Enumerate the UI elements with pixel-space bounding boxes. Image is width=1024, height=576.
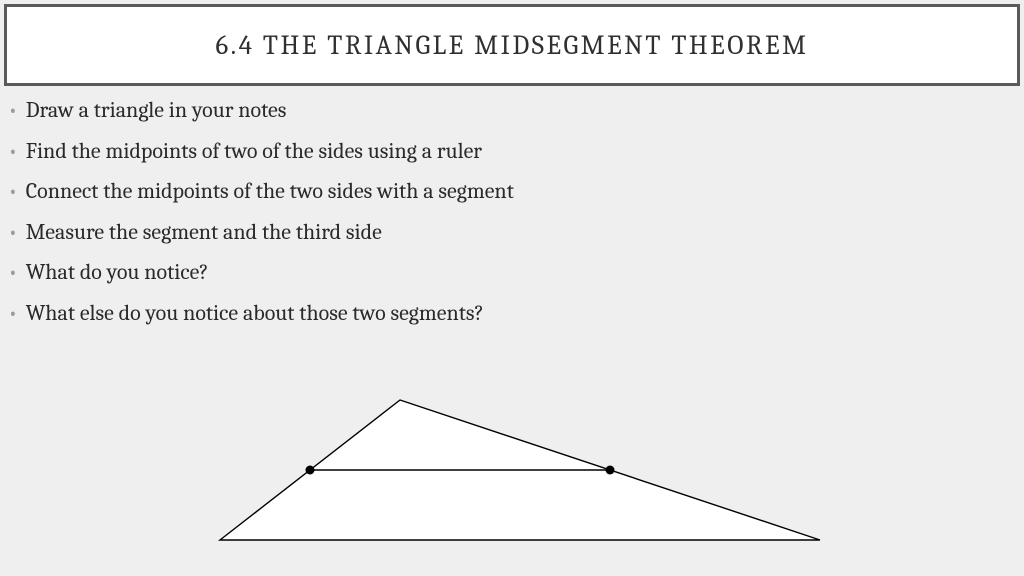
midpoint-dot [606,466,615,475]
bullet-item: • Measure the segment and the third side [8,218,1016,247]
bullet-marker: • [8,299,18,328]
title-box: 6.4 THE TRIANGLE MIDSEGMENT THEOREM [4,4,1020,86]
triangle-diagram [200,390,840,560]
bullet-marker: • [8,137,18,166]
bullet-marker: • [8,218,18,247]
bullet-list: • Draw a triangle in your notes • Find the … [8,96,1016,340]
slide-title: 6.4 THE TRIANGLE MIDSEGMENT THEOREM [215,30,808,61]
bullet-item: • What do you notice? [8,258,1016,287]
bullet-item: • Draw a triangle in your notes [8,96,1016,125]
bullet-text: Measure the segment and the third side [26,218,382,247]
bullet-text: Connect the midpoints of the two sides w… [26,177,514,206]
bullet-text: What else do you notice about those two … [26,299,484,328]
bullet-item: • What else do you notice about those two… [8,299,1016,328]
bullet-item: • Connect the midpoints of the two sides … [8,177,1016,206]
bullet-item: • Find the midpoints of two of the sides … [8,137,1016,166]
midpoint-dot [306,466,315,475]
bullet-text: What do you notice? [26,258,209,287]
bullet-text: Find the midpoints of two of the sides u… [26,137,482,166]
slide: { "title": "6.4 THE TRIANGLE MIDSEGMENT … [0,0,1024,576]
bullet-text: Draw a triangle in your notes [26,96,287,125]
bullet-marker: • [8,258,18,287]
bullet-marker: • [8,96,18,125]
bullet-marker: • [8,177,18,206]
